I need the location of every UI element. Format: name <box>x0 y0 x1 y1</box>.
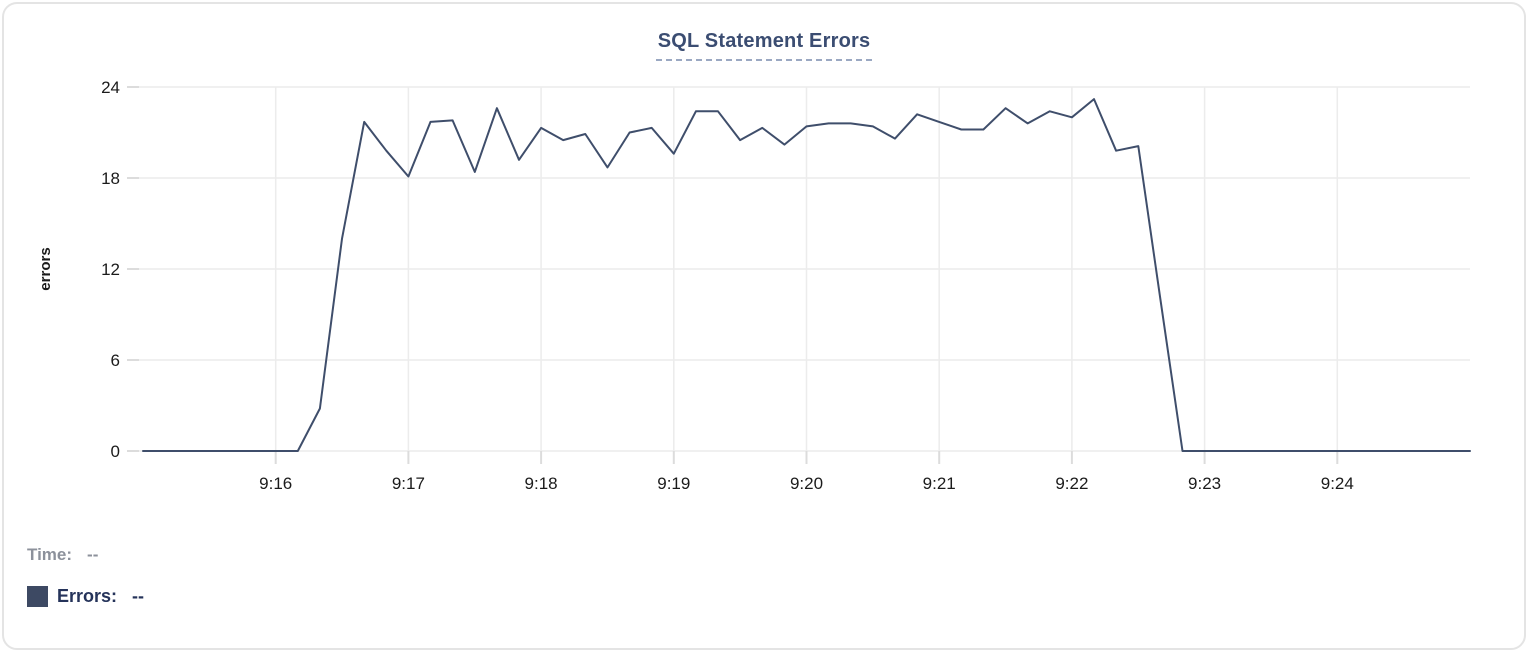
svg-text:12: 12 <box>101 260 120 279</box>
svg-text:9:24: 9:24 <box>1321 474 1354 493</box>
tooltip-time-row: Time: -- <box>27 545 144 565</box>
time-label: Time: <box>27 545 73 564</box>
errors-label: Errors: <box>57 585 118 606</box>
svg-text:18: 18 <box>101 169 120 188</box>
svg-text:9:17: 9:17 <box>392 474 425 493</box>
svg-text:9:23: 9:23 <box>1188 474 1221 493</box>
svg-text:9:20: 9:20 <box>790 474 823 493</box>
chart-title-link[interactable]: SQL Statement Errors <box>655 30 873 61</box>
svg-text:6: 6 <box>111 351 120 370</box>
svg-text:0: 0 <box>111 442 120 461</box>
svg-text:9:22: 9:22 <box>1055 474 1088 493</box>
svg-text:24: 24 <box>101 78 120 97</box>
errors-value: -- <box>132 585 145 606</box>
svg-text:9:19: 9:19 <box>657 474 690 493</box>
svg-text:9:18: 9:18 <box>525 474 558 493</box>
y-axis-label: errors <box>37 247 54 290</box>
svg-text:9:16: 9:16 <box>259 474 292 493</box>
chart-header: SQL Statement Errors <box>0 30 1528 61</box>
svg-text:9:21: 9:21 <box>923 474 956 493</box>
time-value: -- <box>87 545 99 564</box>
tooltip-readout: Time: -- Errors: -- <box>27 545 144 608</box>
errors-series-swatch-icon <box>27 585 48 607</box>
tooltip-errors-row: Errors: -- <box>27 584 144 608</box>
